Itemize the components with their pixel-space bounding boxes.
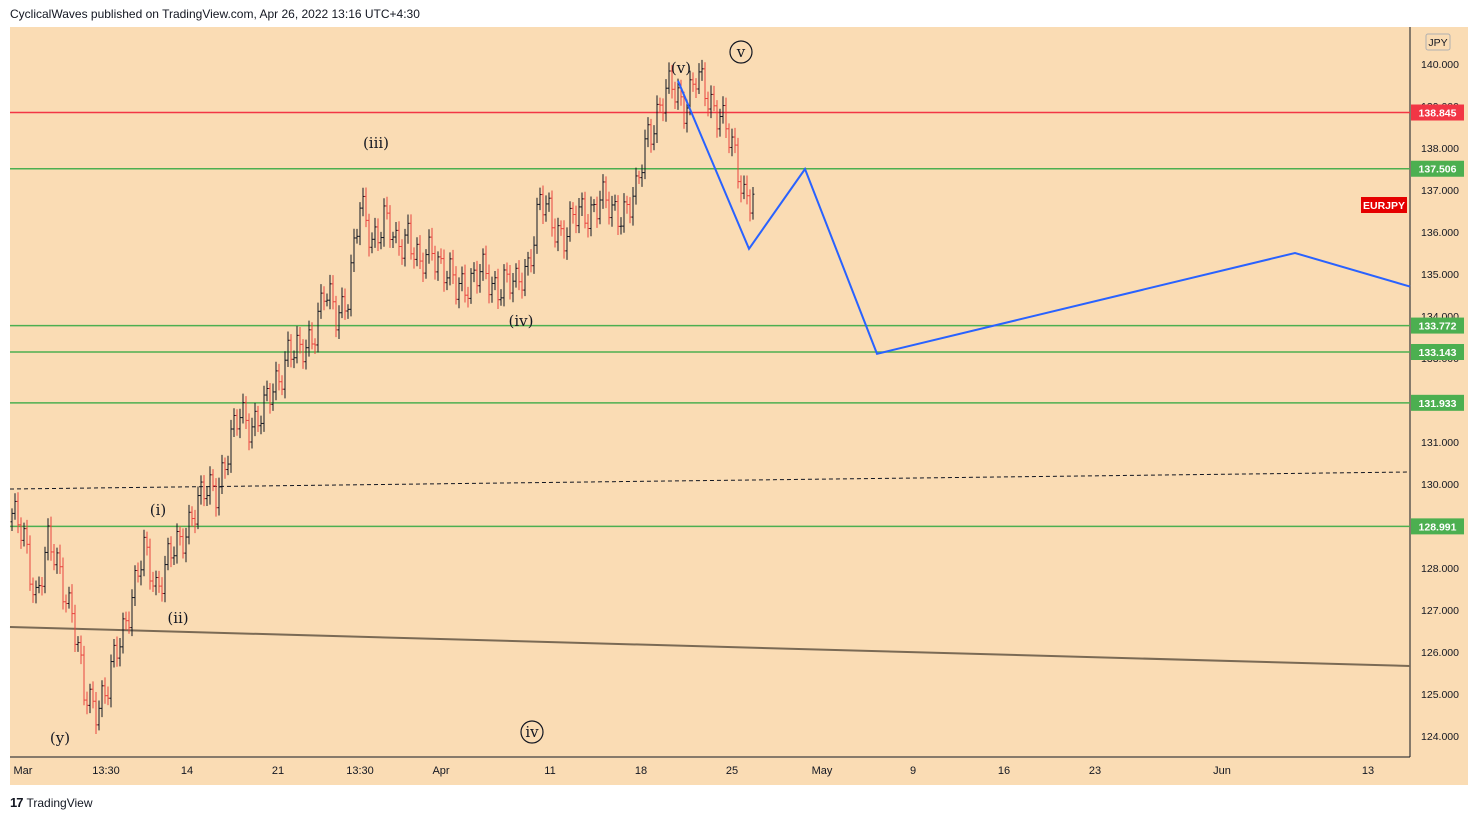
wave-label: (i) bbox=[150, 501, 167, 519]
x-tick-label: May bbox=[812, 765, 833, 777]
y-tick-label: 127.000 bbox=[1421, 605, 1459, 617]
y-tick-label: 125.000 bbox=[1421, 689, 1459, 701]
wave-labels: (y) (i) (ii) (iii) (iv) (v) v iv bbox=[50, 40, 753, 747]
y-tick-label: 135.000 bbox=[1421, 269, 1459, 281]
wave-label: iv bbox=[525, 723, 539, 741]
wave-label: (iv) bbox=[509, 312, 534, 330]
y-tick-label: 138.000 bbox=[1421, 143, 1459, 155]
x-tick-label: Mar bbox=[14, 765, 33, 777]
wave-circle bbox=[520, 720, 544, 744]
chart-svg: 124.000125.000126.000127.000128.000129.0… bbox=[9, 27, 1468, 785]
y-tick-label: 124.000 bbox=[1421, 731, 1459, 743]
y-tick-label: 130.000 bbox=[1421, 479, 1459, 491]
x-tick-label: 14 bbox=[181, 765, 193, 777]
wave-circle bbox=[729, 40, 753, 64]
wave-label: (v) bbox=[671, 59, 691, 77]
level-badge bbox=[1411, 104, 1464, 121]
x-tick-label: 9 bbox=[910, 765, 916, 777]
level-badge bbox=[1411, 394, 1464, 411]
price-axis-background bbox=[1410, 27, 1468, 757]
chart-background bbox=[10, 27, 1410, 757]
x-tick-label: 21 bbox=[272, 765, 284, 777]
x-tick-label: Apr bbox=[432, 765, 449, 777]
symbol-badge: EURJPY bbox=[1361, 197, 1407, 213]
y-tick-label: 140.000 bbox=[1421, 59, 1459, 71]
y-tick-label: 137.000 bbox=[1421, 185, 1459, 197]
tradingview-logo-icon: 17 bbox=[10, 795, 24, 810]
level-label: 128.991 bbox=[1419, 521, 1457, 533]
wave-label: (iii) bbox=[363, 134, 389, 152]
wave-label: (y) bbox=[50, 729, 70, 747]
y-tick-label: 126.000 bbox=[1421, 647, 1459, 659]
horizontal-levels: 138.845 137.506 133.772 133.143 131.933 128.9… bbox=[10, 104, 1464, 535]
x-tick-label: 13:30 bbox=[346, 765, 374, 777]
level-label: 138.845 bbox=[1419, 108, 1457, 120]
currency-badge[interactable]: JPY bbox=[1425, 33, 1451, 51]
x-tick-label: 18 bbox=[635, 765, 647, 777]
currency-label: JPY bbox=[1428, 37, 1447, 49]
level-label: 133.772 bbox=[1419, 321, 1457, 333]
trendline-lower bbox=[9, 626, 1411, 667]
tradingview-footer[interactable]: 17 TradingView bbox=[10, 795, 93, 810]
x-tick-label: Jun bbox=[1213, 765, 1231, 777]
footer-brand: TradingView bbox=[26, 795, 93, 810]
time-axis-background bbox=[10, 757, 1468, 785]
level-badge bbox=[1411, 160, 1464, 177]
y-tick-label: 136.000 bbox=[1421, 227, 1459, 239]
level-badge bbox=[1411, 343, 1464, 360]
x-tick-label: 16 bbox=[998, 765, 1010, 777]
level-badge bbox=[1411, 518, 1464, 535]
x-tick-label: 13:30 bbox=[92, 765, 120, 777]
trendline-dashed bbox=[9, 471, 1411, 490]
level-label: 131.933 bbox=[1419, 398, 1457, 410]
projection-path bbox=[677, 80, 1411, 355]
wave-label: (ii) bbox=[167, 609, 188, 627]
symbol-label: EURJPY bbox=[1363, 200, 1405, 212]
level-label: 137.506 bbox=[1419, 164, 1457, 176]
wave-label: v bbox=[736, 43, 746, 61]
candles bbox=[10, 59, 755, 735]
x-tick-label: 11 bbox=[544, 765, 555, 777]
y-tick-label: 131.000 bbox=[1421, 437, 1459, 449]
x-tick-label: 25 bbox=[726, 765, 738, 777]
publisher-header: CyclicalWaves published on TradingView.c… bbox=[10, 7, 420, 21]
time-axis: Mar 13:30 14 21 13:30 Apr 11 18 25 May 9 16 23 Jun 13 bbox=[14, 765, 1375, 777]
level-label: 133.143 bbox=[1419, 347, 1457, 359]
level-badge bbox=[1411, 317, 1464, 334]
x-tick-label: 23 bbox=[1089, 765, 1101, 777]
y-tick-label: 128.000 bbox=[1421, 563, 1459, 575]
x-tick-label: 13 bbox=[1362, 765, 1374, 777]
